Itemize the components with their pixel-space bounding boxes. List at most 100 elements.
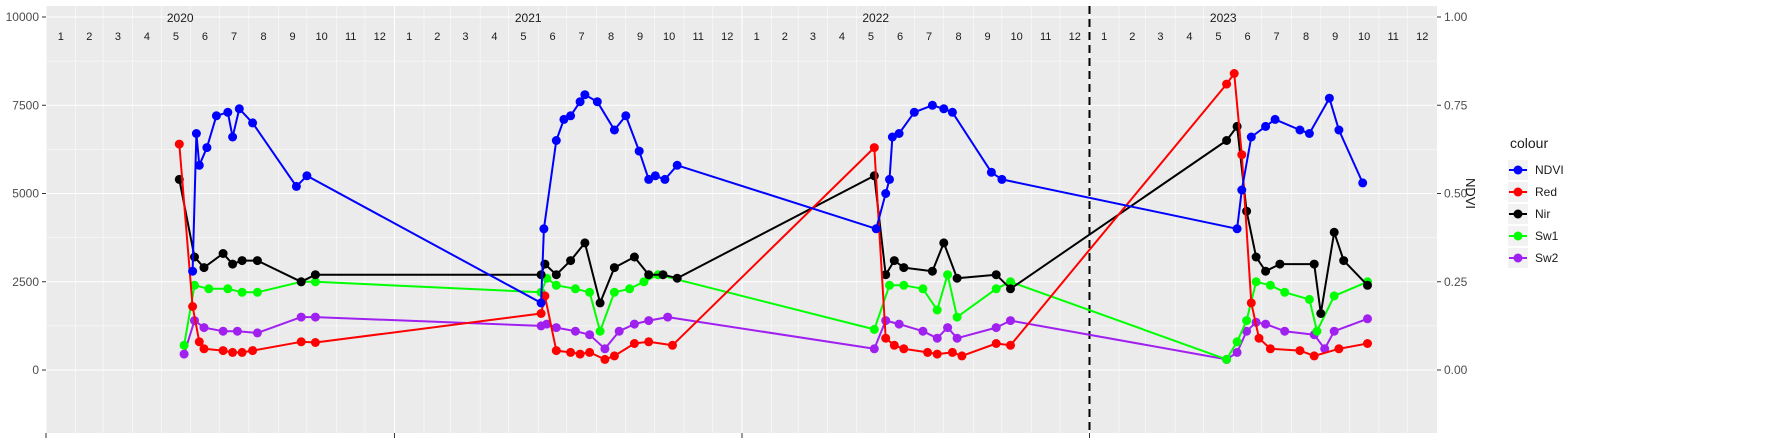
data-point — [1304, 294, 1314, 304]
data-point — [991, 270, 1001, 280]
month-label: 7 — [926, 31, 932, 43]
data-point — [580, 90, 590, 100]
month-label: 10 — [663, 31, 675, 43]
data-point — [252, 328, 262, 338]
series-layer — [174, 69, 1372, 364]
data-point — [939, 104, 949, 114]
month-label: 2 — [1129, 31, 1135, 43]
legend-item: Red — [1508, 182, 1557, 202]
data-point — [595, 298, 605, 308]
legend: colour NDVI Red Nir Sw1 Sw2 — [1508, 135, 1564, 268]
month-label: 11 — [1387, 31, 1398, 43]
data-point — [957, 351, 967, 361]
data-point — [202, 143, 212, 153]
month-label: 12 — [374, 31, 386, 43]
month-label: 8 — [608, 31, 614, 43]
month-label: 6 — [549, 31, 555, 43]
data-point — [179, 349, 189, 359]
month-label: 6 — [1244, 31, 1250, 43]
data-point — [228, 259, 238, 269]
data-point — [1237, 185, 1247, 195]
data-point — [871, 224, 881, 234]
data-point — [1006, 340, 1015, 350]
data-point — [1261, 319, 1271, 329]
data-point — [310, 312, 320, 322]
data-point — [1232, 224, 1242, 234]
y-tick-label: 5000 — [12, 187, 39, 201]
y-tick-label: 2500 — [12, 275, 39, 289]
data-point — [609, 287, 619, 297]
y2-tick-label: 0.00 — [1444, 363, 1468, 377]
month-label: 5 — [173, 31, 179, 43]
data-point — [932, 305, 942, 315]
data-point — [644, 337, 654, 347]
year-label: 2023 — [1210, 11, 1237, 25]
legend-title: colour — [1510, 135, 1548, 151]
data-point — [894, 319, 904, 329]
data-point — [889, 256, 899, 266]
series-ndvi — [188, 90, 1368, 308]
data-point — [932, 349, 942, 359]
data-point — [1251, 277, 1261, 287]
data-point — [939, 238, 949, 248]
month-label: 3 — [810, 31, 816, 43]
data-point — [1237, 150, 1247, 160]
data-point — [644, 270, 654, 280]
data-point — [1363, 339, 1372, 348]
year-label: 2020 — [167, 11, 194, 25]
data-point — [179, 340, 189, 350]
data-point — [943, 323, 953, 333]
data-point — [190, 252, 199, 262]
data-point — [991, 323, 1001, 333]
data-point — [609, 351, 619, 361]
y2-tick-label: 1.00 — [1444, 10, 1468, 24]
data-point — [889, 340, 899, 350]
data-point — [1222, 79, 1232, 89]
month-label: 1 — [1101, 31, 1107, 43]
data-point — [188, 266, 198, 276]
data-point — [218, 326, 228, 336]
data-point — [1222, 136, 1232, 145]
month-label: 1 — [58, 31, 64, 43]
legend-key-point — [1513, 165, 1523, 175]
data-point — [1261, 121, 1271, 131]
legend-label: Sw2 — [1535, 251, 1559, 265]
data-point — [570, 326, 580, 336]
data-point — [585, 347, 595, 357]
data-point — [644, 316, 654, 326]
month-label: 2 — [782, 31, 788, 43]
data-point — [932, 333, 942, 343]
data-point — [199, 323, 209, 333]
data-point — [194, 337, 204, 347]
data-point — [291, 181, 301, 191]
data-point — [199, 344, 209, 354]
data-point — [1232, 337, 1242, 347]
data-point — [310, 277, 320, 287]
data-point — [869, 344, 879, 354]
y-tick-label: 7500 — [12, 98, 39, 112]
month-label: 11 — [692, 31, 703, 43]
data-point — [539, 224, 549, 234]
data-point — [211, 111, 221, 121]
data-point — [952, 312, 962, 322]
data-point — [551, 270, 561, 280]
data-point — [237, 256, 247, 266]
data-point — [585, 330, 595, 340]
data-point — [658, 270, 668, 280]
data-point — [629, 319, 639, 329]
month-label: 4 — [491, 31, 497, 43]
data-point — [672, 160, 682, 170]
data-point — [887, 132, 897, 142]
data-point — [199, 263, 209, 273]
data-point — [310, 270, 320, 280]
data-point — [899, 344, 909, 354]
data-point — [943, 270, 953, 280]
data-point — [218, 346, 228, 356]
month-label: 7 — [578, 31, 584, 43]
data-point — [629, 252, 639, 262]
year-label: 2022 — [862, 11, 889, 25]
month-label: 12 — [1069, 31, 1081, 43]
data-point — [252, 256, 262, 266]
data-point — [1324, 93, 1334, 103]
